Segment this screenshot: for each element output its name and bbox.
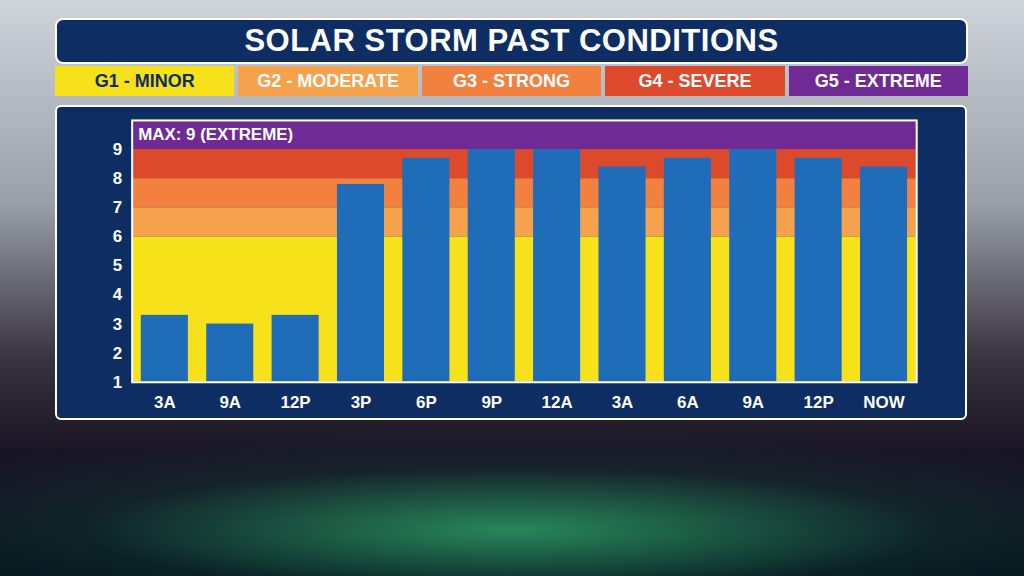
html-text:SOLAR STORM PAST CONDITIONS: SOLAR STORM PAST CONDITIONS	[244, 23, 779, 58]
html-text:G2 - MODERATE: G2 - MODERATE	[257, 70, 399, 91]
svg-text:MAX: 9 (EXTREME): MAX: 9 (EXTREME)	[138, 125, 293, 144]
svg-text:12P: 12P	[804, 393, 834, 412]
svg-text:3A: 3A	[612, 393, 634, 412]
svg-text:6: 6	[113, 227, 122, 246]
svg-text:3A: 3A	[154, 393, 176, 412]
svg-text:6A: 6A	[677, 393, 699, 412]
html-text:G1 - MINOR: G1 - MINOR	[94, 70, 195, 91]
svg-text:12A: 12A	[542, 393, 573, 412]
svg-text:7: 7	[113, 198, 122, 217]
html-text:G5 - EXTREME: G5 - EXTREME	[814, 70, 942, 91]
svg-text:9P: 9P	[481, 393, 502, 412]
svg-text:3P: 3P	[351, 393, 372, 412]
svg-text:9A: 9A	[219, 393, 241, 412]
svg-text:6P: 6P	[416, 393, 437, 412]
svg-text:1: 1	[113, 373, 122, 392]
svg-text:5: 5	[113, 256, 122, 275]
html-text:G3 - STRONG: G3 - STRONG	[453, 70, 570, 91]
html-text:G4 - SEVERE: G4 - SEVERE	[638, 70, 752, 91]
svg-text:9: 9	[113, 140, 122, 159]
svg-text:8: 8	[113, 169, 122, 188]
svg-text:12P: 12P	[281, 393, 311, 412]
svg-text:2: 2	[113, 344, 122, 363]
svg-text:4: 4	[113, 285, 123, 304]
svg-text:9A: 9A	[742, 393, 764, 412]
svg-text:3: 3	[113, 315, 122, 334]
svg-text:NOW: NOW	[863, 393, 904, 412]
